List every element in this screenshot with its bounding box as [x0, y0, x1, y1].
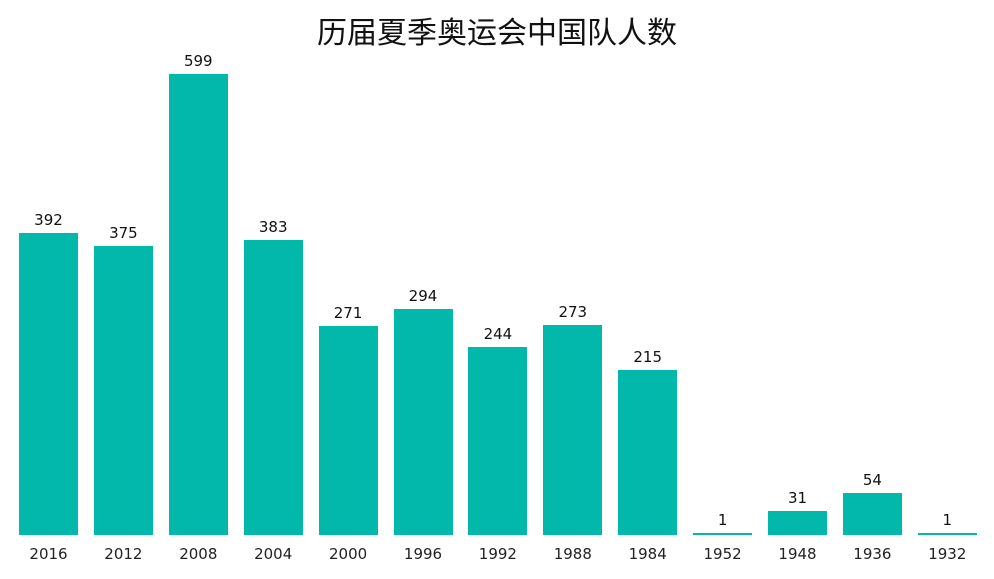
data-label: 1 [717, 511, 728, 529]
bar[interactable] [618, 369, 678, 535]
bar[interactable] [468, 347, 528, 535]
bar[interactable] [93, 246, 153, 535]
bar[interactable] [693, 533, 753, 535]
data-label: 375 [109, 224, 138, 243]
data-label: 215 [633, 347, 662, 366]
data-label: 383 [258, 218, 288, 237]
data-label: 294 [408, 286, 438, 305]
bar[interactable] [19, 233, 78, 535]
x-tick-label: 2016 [29, 545, 68, 563]
data-label: 273 [558, 302, 588, 321]
x-tick-label: 1936 [853, 545, 892, 563]
chart-title: 历届夏季奥运会中国队人数 [317, 16, 677, 51]
bar[interactable] [842, 493, 902, 535]
x-tick-label: 1984 [628, 545, 667, 563]
data-label: 599 [183, 52, 213, 70]
data-label: 392 [34, 211, 63, 230]
bar[interactable] [168, 74, 228, 535]
x-tick-label: 2004 [254, 545, 293, 563]
bar[interactable] [917, 533, 977, 535]
data-label: 1 [942, 511, 953, 529]
data-label: 31 [787, 489, 808, 508]
bar[interactable] [243, 240, 303, 535]
x-tick-label: 2000 [329, 545, 368, 563]
x-tick-label: 1992 [478, 545, 517, 563]
data-label: 54 [862, 471, 882, 490]
x-tick-label: 1948 [778, 545, 817, 563]
data-label: 244 [483, 325, 513, 344]
bar[interactable] [318, 326, 378, 535]
x-tick-label: 2008 [179, 545, 218, 563]
x-tick-label: 1996 [403, 545, 443, 563]
data-label: 271 [333, 304, 363, 323]
x-tick-label: 1988 [553, 545, 592, 563]
bar[interactable] [543, 324, 603, 535]
bar[interactable] [393, 308, 453, 535]
bar[interactable] [768, 511, 827, 535]
x-tick-label: 1952 [703, 545, 742, 563]
x-tick-label: 2012 [104, 545, 143, 563]
x-tick-label: 1932 [928, 545, 967, 563]
